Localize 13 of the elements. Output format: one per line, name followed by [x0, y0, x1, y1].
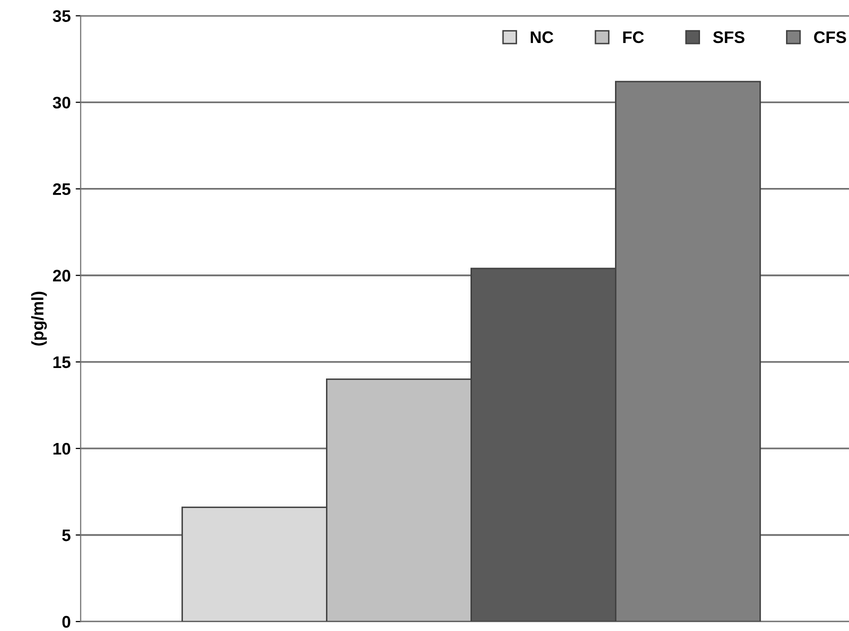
y-tick-label: 25: [52, 183, 70, 196]
y-tick-label: 35: [52, 10, 70, 22]
legend-label: FC: [623, 31, 644, 44]
y-tick-label: 30: [52, 96, 70, 109]
legend-label: CFS: [814, 31, 846, 44]
y-tick-label: 20: [52, 270, 70, 282]
y-tick-label: 10: [53, 442, 70, 455]
legend-label: NC: [530, 31, 554, 44]
y-tick-label: 15: [53, 356, 70, 368]
y-axis-title: (pg/ml): [31, 292, 47, 346]
y-tick-label: 0: [62, 616, 70, 628]
legend-label: SFS: [713, 31, 744, 44]
y-tick-label: 5: [62, 530, 70, 542]
